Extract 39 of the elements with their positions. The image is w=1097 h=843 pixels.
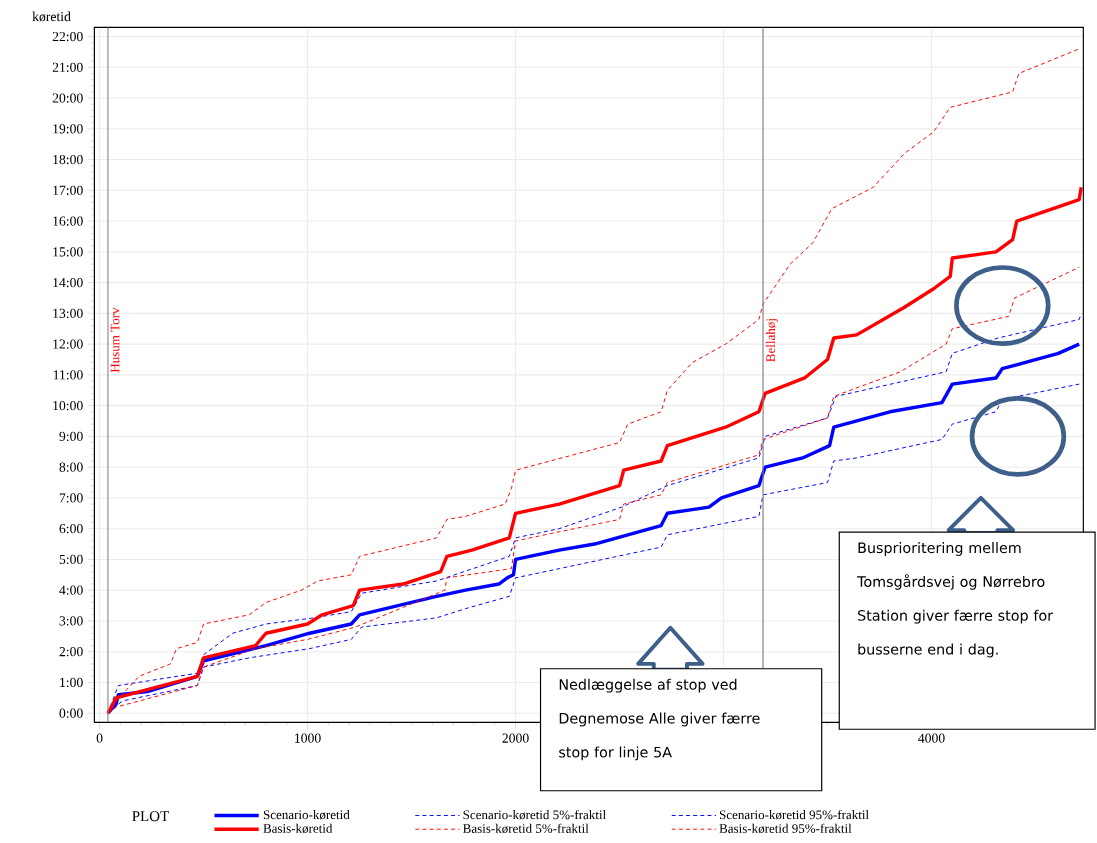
x-tick-label: 4000 [918, 733, 945, 743]
y-tick-label: 10:00 [53, 400, 83, 411]
y-tick-label: 14:00 [53, 277, 83, 287]
x-tick-label: 0 [96, 733, 103, 743]
legend-label: Basis-køretid [263, 823, 333, 834]
ref-line-label: Bellahøj [765, 318, 778, 362]
legend-label: Basis-køretid 5%-fraktil [463, 823, 589, 834]
y-tick-label: 20:00 [52, 93, 83, 103]
y-tick-label: 3:00 [59, 616, 83, 626]
y-tick-label: 18:00 [53, 154, 83, 164]
y-axis-title: køretid [32, 11, 71, 22]
legend-label: Scenario-køretid 5%-fraktil [463, 809, 606, 820]
y-tick-label: 1:00 [60, 677, 83, 687]
y-tick-label: 11:00 [53, 370, 83, 380]
y-tick-label: 0:00 [59, 708, 83, 718]
x-tick-label: 1000 [295, 733, 321, 743]
y-tick-label: 9:00 [59, 431, 83, 441]
y-tick-label: 2:00 [59, 646, 83, 657]
y-tick-label: 4:00 [59, 585, 83, 595]
legend-label: Basis-køretid 95%-fraktil [719, 823, 852, 834]
x-tick-label: 2000 [502, 733, 529, 743]
y-tick-label: 17:00 [53, 185, 83, 195]
legend-title: PLOT [132, 810, 169, 821]
text: Nedlæggelse af stop ved Degnemose Alle giver færre stop for linje 5A [559, 678, 760, 761]
text: Busprioritering mellem Tomsgårdsvej og Nørrebro Station giver færre stop for busserne end i dag. [857, 541, 1054, 658]
y-tick-label: 5:00 [59, 554, 83, 564]
ref-line-label: Husum Torv [110, 307, 120, 373]
y-tick-label: 7:00 [59, 493, 83, 503]
y-tick-label: 13:00 [53, 308, 83, 318]
y-tick-label: 12:00 [53, 339, 83, 349]
legend-label: Scenario-køretid 95%-fraktil [719, 809, 869, 820]
legend-label: Scenario-køretid [263, 809, 350, 820]
y-tick-label: 19:00 [53, 123, 83, 134]
y-tick-label: 15:00 [53, 246, 83, 257]
y-tick-label: 22:00 [52, 31, 83, 41]
y-tick-label: 21:00 [52, 62, 83, 72]
y-tick-label: 6:00 [59, 523, 83, 534]
y-tick-label: 16:00 [53, 216, 83, 226]
y-tick-label: 8:00 [59, 462, 83, 472]
